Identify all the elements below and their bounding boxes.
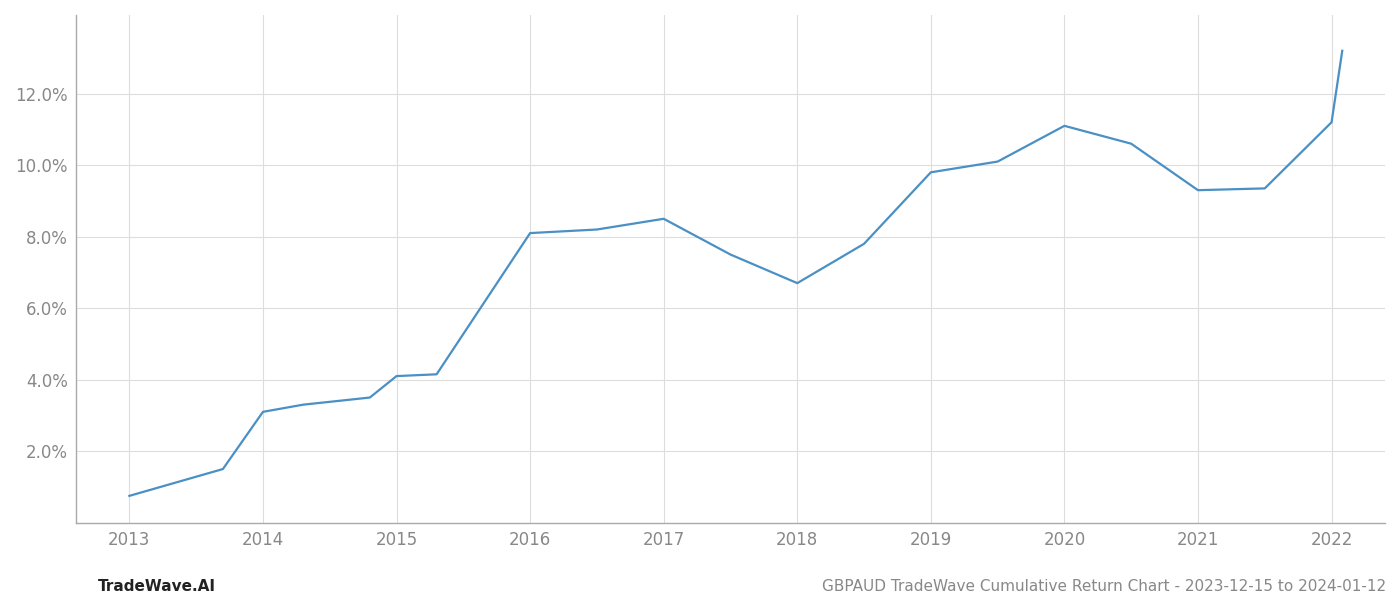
Text: GBPAUD TradeWave Cumulative Return Chart - 2023-12-15 to 2024-01-12: GBPAUD TradeWave Cumulative Return Chart… [822, 579, 1386, 594]
Text: TradeWave.AI: TradeWave.AI [98, 579, 216, 594]
